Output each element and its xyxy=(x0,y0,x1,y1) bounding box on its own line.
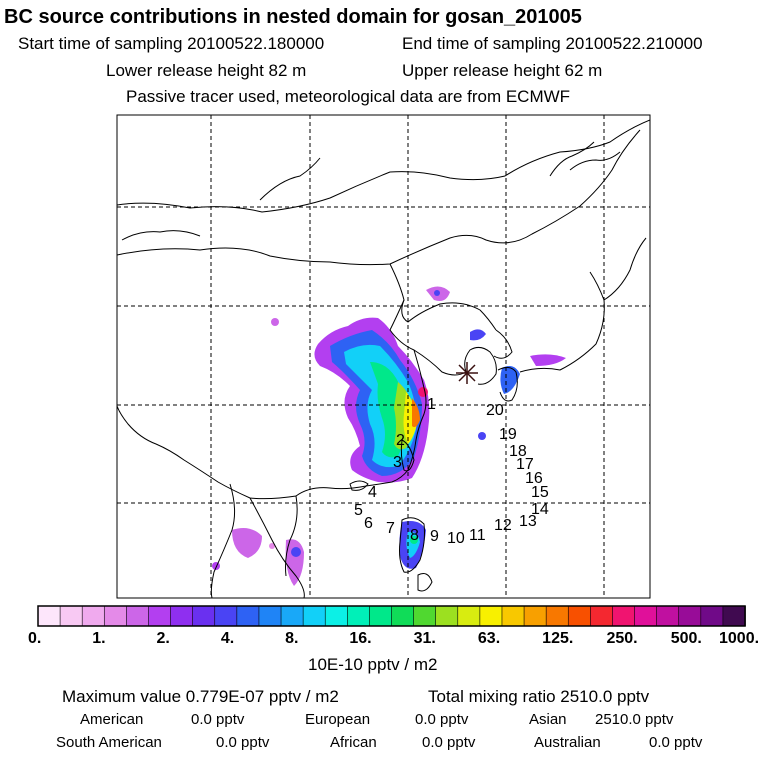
colorbar-cell xyxy=(545,605,570,627)
tracer-note: Passive tracer used, meteorological data… xyxy=(126,87,571,106)
end-time-label: End time of sampling 20100522.210000 xyxy=(402,34,703,53)
lower-release-height: Lower release height 82 m xyxy=(106,61,307,80)
colorbar-cell xyxy=(236,605,260,627)
trajectory-label: 3 xyxy=(393,454,402,471)
african-value: 0.0 pptv xyxy=(422,734,476,751)
map-frame xyxy=(116,114,651,599)
concentration-plume xyxy=(212,286,566,586)
trajectory-label: 10 xyxy=(447,530,465,547)
colorbar-cell xyxy=(59,605,83,627)
total-mixing-ratio: Total mixing ratio 2510.0 pptv xyxy=(428,687,650,706)
colorbar-tick-label: 2. xyxy=(157,630,170,647)
colorbar-cell xyxy=(369,605,393,627)
trajectory-label: 14 xyxy=(531,501,549,518)
colorbar-cell xyxy=(413,605,437,627)
trajectory-label: 17 xyxy=(516,456,534,473)
trajectory-label: 19 xyxy=(499,426,517,443)
colorbar-cell xyxy=(302,605,327,627)
receptor-star-icon xyxy=(456,362,478,384)
colorbar-cell xyxy=(214,605,238,627)
colorbar-cell xyxy=(81,605,106,627)
south-american-value: 0.0 pptv xyxy=(216,734,270,751)
trajectory-label: 5 xyxy=(354,502,363,519)
colorbar-cell xyxy=(523,605,547,627)
european-value: 0.0 pptv xyxy=(415,711,469,728)
trajectory-label: 13 xyxy=(519,513,537,530)
plot-title: BC source contributions in nested domain… xyxy=(4,6,582,28)
trajectory-label: 16 xyxy=(525,470,543,487)
colorbar-cell xyxy=(457,605,481,627)
trajectory-label: 8 xyxy=(410,527,419,544)
colorbar-cell xyxy=(479,605,503,627)
south-american-label: South American xyxy=(56,734,162,751)
trajectory-label: 1 xyxy=(427,396,436,413)
colorbar-tick-label: 4. xyxy=(221,630,234,647)
colorbar-tick-label: 31. xyxy=(414,630,436,647)
colorbar-tick-label: 16. xyxy=(349,630,371,647)
colorbar-cell xyxy=(612,605,636,627)
colorbar-cell xyxy=(37,605,61,627)
colorbar-tick-label: 500. xyxy=(671,630,702,647)
colorbar-cell xyxy=(103,605,128,627)
colorbar-cell xyxy=(567,605,592,627)
australian-label: Australian xyxy=(534,734,601,751)
colorbar-tick-label: 63. xyxy=(478,630,500,647)
colorbar-cell xyxy=(347,605,371,627)
trajectory-label: 12 xyxy=(494,517,512,534)
european-label: European xyxy=(305,711,371,728)
colorbar-cell xyxy=(192,605,216,627)
colorbar-tick-label: 1. xyxy=(92,630,105,647)
colorbar-cell xyxy=(722,605,746,627)
australian-value: 0.0 pptv xyxy=(649,734,703,751)
trajectory-label: 11 xyxy=(469,527,486,544)
trajectory-label: 9 xyxy=(430,528,439,545)
african-label: African xyxy=(330,734,377,751)
colorbar-cell xyxy=(501,605,525,627)
colorbar-cell xyxy=(590,605,614,627)
upper-release-height: Upper release height 62 m xyxy=(402,61,603,80)
colorbar-cell xyxy=(170,605,194,627)
colorbar-cell xyxy=(656,605,680,627)
colorbar-cell xyxy=(148,605,172,627)
start-time-label: Start time of sampling 20100522.180000 xyxy=(18,34,325,53)
colorbar-tick-label: 8. xyxy=(285,630,298,647)
colorbar-unit: 10E-10 pptv / m2 xyxy=(308,655,438,674)
colorbar-cell xyxy=(280,605,304,627)
maximum-value: Maximum value 0.779E-07 pptv / m2 xyxy=(62,687,339,706)
grid-lines xyxy=(117,115,650,598)
trajectory-label: 20 xyxy=(486,402,504,419)
colorbar-tick-label: 250. xyxy=(606,630,637,647)
colorbar-cell xyxy=(324,605,349,627)
colorbar-cell xyxy=(700,605,724,627)
colorbar-tick-label: 0. xyxy=(28,630,41,647)
trajectory-label: 18 xyxy=(509,443,527,460)
trajectory-label: 4 xyxy=(368,484,377,501)
coastlines xyxy=(117,119,650,598)
colorbar-cell xyxy=(634,605,658,627)
trajectory-label: 2 xyxy=(396,432,405,449)
asian-label: Asian xyxy=(529,711,567,728)
colorbar-tick-label: 125. xyxy=(542,630,573,647)
trajectory-label: 6 xyxy=(364,515,373,532)
colorbar-cell xyxy=(435,605,459,627)
colorbar-cell xyxy=(126,605,150,627)
trajectory-label: 7 xyxy=(386,520,395,537)
american-label: American xyxy=(80,711,144,728)
colorbar-outline xyxy=(37,605,746,627)
trajectory-label: 15 xyxy=(531,484,549,501)
colorbar-cell xyxy=(391,605,415,627)
american-value: 0.0 pptv xyxy=(191,711,245,728)
colorbar-cell xyxy=(258,605,282,627)
asian-value: 2510.0 pptv xyxy=(595,711,674,728)
colorbar-cell xyxy=(678,605,702,627)
colorbar-tick-label: 1000. xyxy=(719,630,759,647)
